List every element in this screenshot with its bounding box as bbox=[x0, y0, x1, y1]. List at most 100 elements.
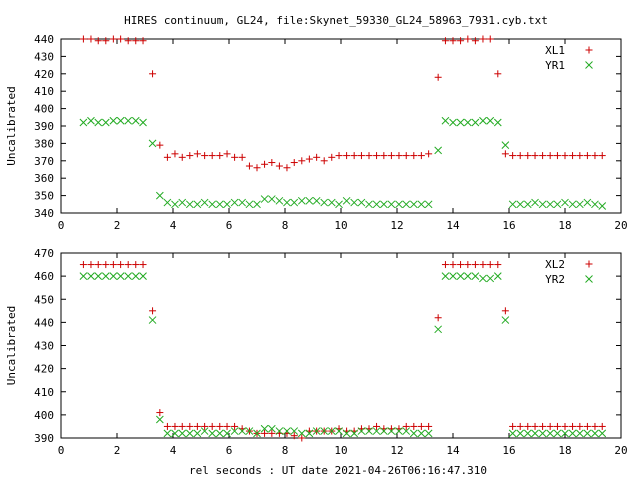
x-tick-label: 2 bbox=[114, 444, 121, 457]
data-point bbox=[387, 200, 396, 209]
data-point bbox=[350, 198, 359, 207]
data-point bbox=[546, 152, 554, 160]
data-point bbox=[501, 316, 510, 324]
data-point bbox=[208, 422, 216, 430]
data-point-d2 bbox=[283, 427, 291, 435]
data-point bbox=[343, 152, 351, 160]
data-point bbox=[94, 261, 102, 269]
data-point bbox=[305, 155, 313, 163]
data-point-d2 bbox=[200, 198, 209, 207]
data-point bbox=[417, 152, 425, 160]
data-point bbox=[178, 153, 186, 161]
data-point bbox=[305, 196, 314, 205]
data-point bbox=[87, 116, 95, 125]
data-point bbox=[516, 422, 524, 430]
data-point bbox=[471, 37, 479, 45]
x-tick-label: 8 bbox=[282, 444, 289, 457]
data-point bbox=[373, 152, 381, 160]
data-point bbox=[297, 196, 306, 205]
data-point bbox=[350, 152, 358, 160]
data-point bbox=[216, 152, 224, 160]
data-point bbox=[313, 153, 321, 161]
data-point bbox=[171, 422, 179, 430]
data-point bbox=[575, 200, 584, 209]
data-point bbox=[365, 152, 373, 160]
data-point bbox=[253, 200, 261, 209]
data-point bbox=[102, 261, 110, 269]
data-point bbox=[171, 200, 179, 209]
data-point bbox=[441, 272, 450, 280]
data-point-d2 bbox=[297, 196, 306, 205]
x-tick-label: 4 bbox=[170, 444, 177, 457]
legend-marker-d2 bbox=[585, 275, 593, 283]
x-tick-label: 12 bbox=[390, 444, 403, 457]
data-point-d2 bbox=[215, 200, 224, 209]
data-point bbox=[201, 152, 209, 160]
data-point bbox=[410, 422, 418, 430]
data-point bbox=[553, 422, 561, 430]
data-point bbox=[583, 422, 591, 430]
x-tick-label: 12 bbox=[390, 219, 403, 232]
data-point bbox=[131, 116, 140, 125]
data-point bbox=[479, 274, 487, 283]
data-point bbox=[290, 159, 298, 167]
y-tick-label: 400 bbox=[34, 103, 54, 116]
chart-title: HIRES continuum, GL24, file:Skynet_59330… bbox=[124, 14, 548, 27]
data-point bbox=[178, 429, 187, 438]
data-point-d2 bbox=[372, 427, 381, 435]
data-point-d2 bbox=[101, 118, 110, 127]
data-point-d2 bbox=[124, 272, 133, 280]
data-point bbox=[223, 200, 231, 209]
data-point bbox=[155, 191, 164, 200]
data-point bbox=[139, 261, 147, 269]
data-point bbox=[328, 153, 336, 161]
data-point-d2 bbox=[449, 118, 457, 127]
x-tick-label: 0 bbox=[58, 219, 65, 232]
data-point bbox=[598, 202, 607, 210]
data-point bbox=[591, 422, 599, 430]
data-point bbox=[531, 198, 539, 207]
data-point bbox=[471, 261, 479, 269]
data-point-d2 bbox=[531, 429, 539, 438]
data-point bbox=[312, 427, 321, 435]
data-point-d2 bbox=[342, 196, 351, 205]
data-point bbox=[267, 424, 276, 433]
data-point bbox=[290, 198, 299, 207]
y-tick-label: 360 bbox=[34, 172, 54, 185]
data-point bbox=[139, 272, 147, 280]
data-point bbox=[87, 261, 95, 269]
data-point-d2 bbox=[575, 200, 584, 209]
data-point bbox=[493, 118, 502, 127]
data-point bbox=[501, 307, 509, 315]
legend-marker-d2 bbox=[585, 61, 593, 69]
data-point bbox=[373, 422, 381, 430]
data-point-d2 bbox=[139, 118, 147, 127]
data-point-d2 bbox=[297, 429, 306, 438]
data-point bbox=[178, 422, 186, 430]
data-point bbox=[357, 152, 365, 160]
data-point-d2 bbox=[402, 427, 411, 435]
data-point-d2 bbox=[546, 200, 555, 209]
data-point bbox=[223, 150, 231, 158]
data-point-d2 bbox=[171, 200, 179, 209]
data-point-d2 bbox=[260, 195, 269, 203]
data-point-d2 bbox=[79, 272, 88, 280]
data-point-d2 bbox=[583, 429, 592, 438]
data-point-d2 bbox=[238, 427, 247, 435]
data-point bbox=[598, 422, 606, 430]
data-point bbox=[434, 73, 442, 81]
data-point bbox=[456, 118, 465, 127]
data-point-d2 bbox=[493, 118, 502, 127]
data-point-d2 bbox=[320, 198, 329, 207]
data-point bbox=[350, 429, 359, 438]
data-point-d2 bbox=[267, 424, 276, 433]
data-point bbox=[223, 422, 231, 430]
plot-frame bbox=[60, 252, 622, 439]
data-point bbox=[425, 150, 433, 158]
data-point bbox=[417, 200, 426, 209]
data-point bbox=[283, 198, 291, 207]
data-point-d2 bbox=[185, 429, 194, 438]
data-point bbox=[200, 427, 209, 435]
data-point bbox=[456, 272, 465, 280]
data-point bbox=[463, 272, 472, 280]
